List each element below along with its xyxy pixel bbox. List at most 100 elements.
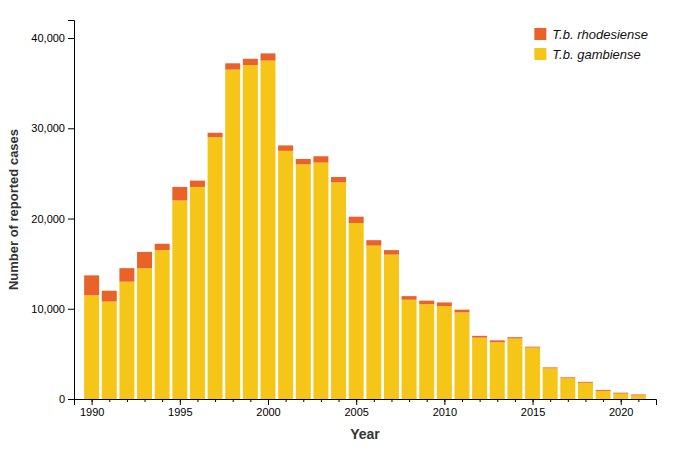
bar xyxy=(137,252,152,268)
tick-mark xyxy=(268,399,269,405)
legend-item: T.b. rhodesiense xyxy=(534,27,648,42)
bar xyxy=(578,383,593,399)
tick-mark xyxy=(92,399,93,405)
tick: 40,000 xyxy=(31,32,74,44)
bar xyxy=(261,61,276,399)
bar xyxy=(560,377,575,379)
tick-label: 2010 xyxy=(433,406,457,418)
bar xyxy=(437,306,452,399)
bar xyxy=(419,304,434,399)
tick-label: 30,000 xyxy=(31,122,65,134)
bar xyxy=(102,291,117,302)
bar xyxy=(313,163,328,399)
bar xyxy=(137,268,152,399)
bar xyxy=(490,342,505,399)
tick-mark xyxy=(444,399,445,405)
y-axis-title: Number of reported cases xyxy=(6,129,21,290)
tick: 2015 xyxy=(521,399,545,418)
bar xyxy=(366,246,381,399)
tick-mark xyxy=(68,219,74,220)
tick: 0 xyxy=(59,393,74,405)
bar xyxy=(190,187,205,399)
tick-label: 0 xyxy=(59,393,65,405)
tick: 2005 xyxy=(344,399,368,418)
bar xyxy=(472,336,487,338)
tick-label: 40,000 xyxy=(31,32,65,44)
tick-mark xyxy=(533,399,534,405)
bar xyxy=(349,217,364,223)
bar xyxy=(172,200,187,399)
tick: 1990 xyxy=(80,399,104,418)
bar xyxy=(543,368,558,399)
tick-label: 2000 xyxy=(256,406,280,418)
bar xyxy=(631,394,646,396)
tick: 2000 xyxy=(256,399,280,418)
bar xyxy=(578,381,593,383)
tick-mark xyxy=(180,399,181,405)
bar xyxy=(560,378,575,399)
y-axis: 0 10,000 20,000 30,000 40,000 xyxy=(31,21,74,406)
bar xyxy=(349,223,364,399)
tick: 10,000 xyxy=(31,303,74,315)
x-axis: 1990199520002005201020152020 xyxy=(75,399,657,418)
tick-label: 10,000 xyxy=(31,303,65,315)
bar xyxy=(278,151,293,399)
bar xyxy=(119,268,134,282)
x-axis-title: Year xyxy=(350,426,380,442)
tick-mark xyxy=(356,399,357,405)
bar xyxy=(190,181,205,187)
bar xyxy=(596,389,611,391)
bar xyxy=(455,312,470,399)
bar xyxy=(296,164,311,399)
bar xyxy=(331,182,346,399)
tick: 2010 xyxy=(433,399,457,418)
bar xyxy=(225,70,240,399)
bar xyxy=(596,391,611,399)
bar xyxy=(155,244,170,250)
bar xyxy=(455,310,470,313)
tick: 20,000 xyxy=(31,213,74,225)
tick-label: 1995 xyxy=(168,406,192,418)
bar xyxy=(402,300,417,399)
bar xyxy=(84,295,99,399)
tick-mark xyxy=(68,128,74,129)
axis-line xyxy=(75,400,657,406)
bar-series xyxy=(84,61,646,399)
bar xyxy=(313,156,328,162)
bar xyxy=(419,301,434,305)
tick-label: 20,000 xyxy=(31,213,65,225)
bar xyxy=(437,302,452,306)
bar xyxy=(525,348,540,399)
bar xyxy=(507,337,522,338)
tick-label: 1990 xyxy=(80,406,104,418)
bar xyxy=(208,137,223,399)
bar xyxy=(84,275,99,295)
legend-label: T.b. rhodesiense xyxy=(552,27,648,42)
bar xyxy=(331,177,346,182)
tick-mark xyxy=(68,309,74,310)
tick-mark xyxy=(621,399,622,405)
bar xyxy=(225,63,240,69)
bar xyxy=(472,338,487,399)
bar xyxy=(490,340,505,342)
tick: 30,000 xyxy=(31,122,74,134)
bar xyxy=(296,159,311,164)
bar xyxy=(402,296,417,300)
bar xyxy=(384,250,399,255)
bar xyxy=(208,133,223,138)
bar xyxy=(631,395,646,399)
bar xyxy=(261,53,276,60)
legend-item: T.b. gambiense xyxy=(534,47,640,62)
bar xyxy=(613,392,628,394)
bar xyxy=(366,240,381,245)
bar xyxy=(525,346,540,348)
bar xyxy=(102,302,117,399)
bar xyxy=(243,65,258,399)
bar xyxy=(384,255,399,399)
legend-label: T.b. gambiense xyxy=(552,47,640,62)
bars xyxy=(84,53,646,399)
legend-swatch xyxy=(534,28,546,40)
tick-mark xyxy=(68,399,74,400)
bar xyxy=(155,250,170,399)
axis-line xyxy=(68,21,75,400)
